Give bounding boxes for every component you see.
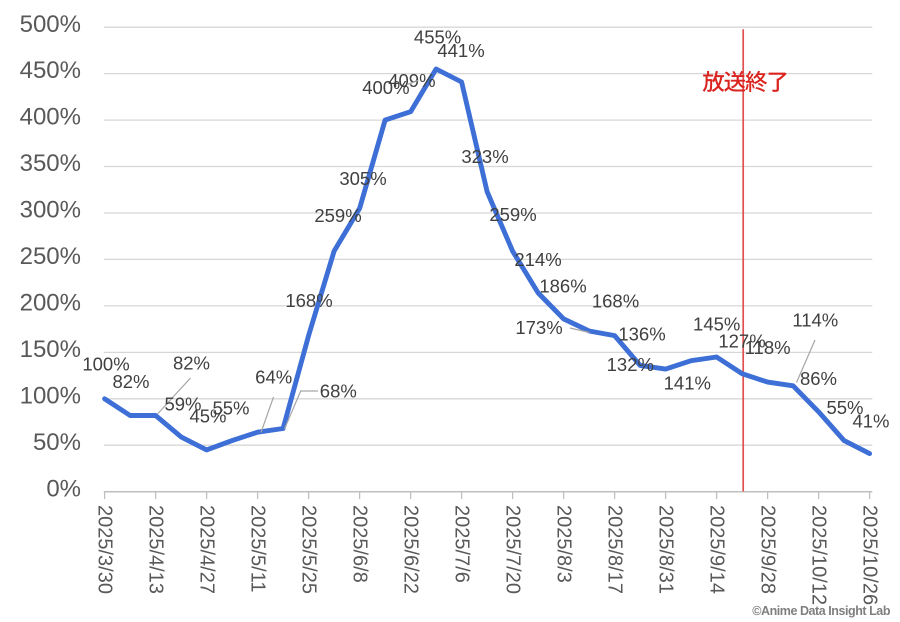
svg-text:300%: 300% <box>20 197 81 224</box>
svg-text:2025/6/22: 2025/6/22 <box>400 505 422 594</box>
svg-text:86%: 86% <box>800 368 837 389</box>
svg-text:2025/9/28: 2025/9/28 <box>757 505 779 594</box>
svg-text:2025/4/13: 2025/4/13 <box>145 505 167 594</box>
svg-text:400%: 400% <box>362 77 409 98</box>
svg-text:2025/9/14: 2025/9/14 <box>706 505 728 594</box>
svg-text:2025/4/27: 2025/4/27 <box>196 505 218 594</box>
svg-text:259%: 259% <box>489 204 536 225</box>
svg-text:2025/10/26: 2025/10/26 <box>859 505 881 605</box>
svg-text:132%: 132% <box>607 354 654 375</box>
svg-text:2025/8/3: 2025/8/3 <box>553 505 575 583</box>
svg-text:168%: 168% <box>592 291 639 312</box>
svg-text:55%: 55% <box>212 398 249 419</box>
svg-text:214%: 214% <box>514 249 561 270</box>
svg-text:200%: 200% <box>20 290 81 317</box>
svg-text:©Anime Data Insight Lab: ©Anime Data Insight Lab <box>752 604 891 618</box>
svg-text:400%: 400% <box>20 104 81 131</box>
svg-text:64%: 64% <box>255 366 292 387</box>
svg-text:118%: 118% <box>745 337 791 358</box>
svg-text:305%: 305% <box>339 168 386 189</box>
svg-text:41%: 41% <box>852 411 889 432</box>
svg-text:2025/7/20: 2025/7/20 <box>502 505 524 594</box>
svg-text:68%: 68% <box>320 381 357 402</box>
svg-text:2025/7/6: 2025/7/6 <box>451 505 473 583</box>
svg-text:2025/10/12: 2025/10/12 <box>808 505 830 605</box>
svg-text:500%: 500% <box>20 11 81 38</box>
svg-text:127%: 127% <box>718 330 765 351</box>
svg-text:250%: 250% <box>20 243 81 270</box>
svg-text:2025/8/31: 2025/8/31 <box>655 505 677 594</box>
svg-text:45%: 45% <box>189 406 226 427</box>
svg-text:441%: 441% <box>437 40 484 61</box>
svg-text:450%: 450% <box>20 57 81 84</box>
svg-text:141%: 141% <box>664 372 711 393</box>
svg-text:100%: 100% <box>20 382 81 409</box>
svg-text:0%: 0% <box>46 475 81 502</box>
svg-text:168%: 168% <box>285 290 332 311</box>
svg-text:82%: 82% <box>173 353 210 374</box>
svg-text:2025/5/25: 2025/5/25 <box>298 505 320 594</box>
svg-text:82%: 82% <box>112 371 149 392</box>
svg-text:186%: 186% <box>539 276 586 297</box>
svg-text:114%: 114% <box>792 310 838 331</box>
svg-text:50%: 50% <box>33 429 81 456</box>
svg-text:150%: 150% <box>20 336 81 363</box>
svg-text:2025/8/17: 2025/8/17 <box>604 505 626 594</box>
svg-text:2025/3/30: 2025/3/30 <box>94 505 116 594</box>
svg-text:350%: 350% <box>20 150 81 177</box>
svg-text:455%: 455% <box>414 27 461 48</box>
svg-text:2025/5/11: 2025/5/11 <box>247 505 269 593</box>
svg-text:259%: 259% <box>314 205 361 226</box>
svg-text:100%: 100% <box>82 354 129 375</box>
svg-text:2025/6/8: 2025/6/8 <box>349 505 371 583</box>
svg-text:323%: 323% <box>461 146 508 167</box>
svg-text:409%: 409% <box>388 70 435 91</box>
svg-text:145%: 145% <box>693 314 740 335</box>
svg-text:136%: 136% <box>618 324 665 345</box>
svg-text:59%: 59% <box>164 393 201 414</box>
svg-text:173%: 173% <box>515 317 562 338</box>
svg-text:55%: 55% <box>826 397 863 418</box>
